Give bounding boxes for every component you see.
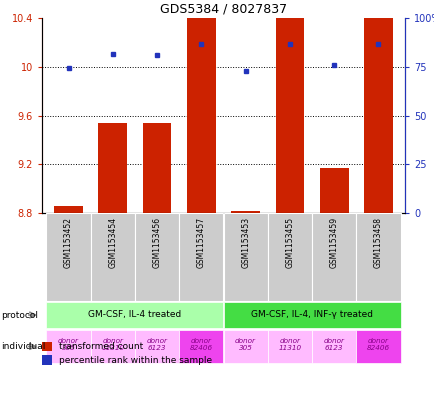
Text: donor
305: donor 305: [235, 338, 256, 351]
Bar: [231, 211, 260, 213]
Bar: [311, 213, 355, 301]
Bar: [42, 355, 52, 365]
Text: donor
11310: donor 11310: [101, 338, 124, 351]
Text: donor
82406: donor 82406: [366, 338, 389, 351]
Bar: [135, 213, 179, 301]
Bar: [275, 0, 304, 213]
Text: donor
6123: donor 6123: [323, 338, 344, 351]
Bar: [311, 330, 355, 363]
Bar: [179, 330, 223, 363]
Title: GDS5384 / 8027837: GDS5384 / 8027837: [160, 2, 286, 15]
Bar: [90, 330, 135, 363]
Bar: [42, 342, 52, 351]
Text: GSM1153459: GSM1153459: [329, 217, 338, 268]
Bar: [54, 206, 83, 213]
Text: GSM1153458: GSM1153458: [373, 217, 382, 268]
Text: donor
6123: donor 6123: [146, 338, 167, 351]
Text: percentile rank within the sample: percentile rank within the sample: [59, 356, 212, 365]
Text: donor
82406: donor 82406: [189, 338, 212, 351]
Text: GSM1153452: GSM1153452: [64, 217, 73, 268]
Text: individual: individual: [1, 342, 45, 351]
Text: GM-CSF, IL-4, INF-γ treated: GM-CSF, IL-4, INF-γ treated: [250, 310, 372, 319]
Text: GSM1153454: GSM1153454: [108, 217, 117, 268]
Text: GSM1153455: GSM1153455: [285, 217, 294, 268]
Bar: [46, 213, 90, 301]
Bar: [355, 213, 400, 301]
Bar: [179, 213, 223, 301]
Text: transformed count: transformed count: [59, 342, 143, 351]
Bar: [98, 123, 127, 213]
Text: protocol: protocol: [1, 310, 38, 320]
Bar: [135, 330, 179, 363]
Bar: [223, 330, 267, 363]
Bar: [267, 330, 311, 363]
Bar: [267, 213, 311, 301]
Bar: [223, 302, 400, 328]
Bar: [363, 0, 392, 213]
Text: donor
11310: donor 11310: [278, 338, 301, 351]
Bar: [223, 213, 267, 301]
Text: GSM1153457: GSM1153457: [197, 217, 205, 268]
Bar: [46, 330, 90, 363]
Bar: [319, 168, 348, 213]
Bar: [355, 330, 400, 363]
Bar: [187, 0, 215, 213]
Text: GM-CSF, IL-4 treated: GM-CSF, IL-4 treated: [88, 310, 181, 319]
Bar: [142, 123, 171, 213]
Bar: [46, 302, 223, 328]
Bar: [90, 213, 135, 301]
Text: GSM1153456: GSM1153456: [152, 217, 161, 268]
Text: GSM1153453: GSM1153453: [240, 217, 250, 268]
Text: donor
305: donor 305: [58, 338, 79, 351]
